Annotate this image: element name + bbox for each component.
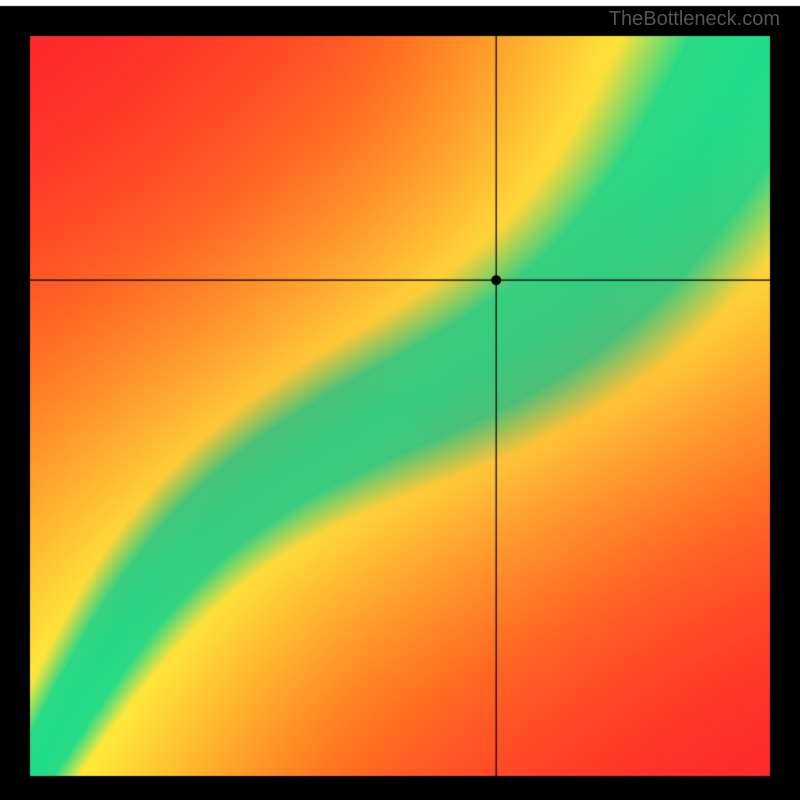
heatmap-canvas — [0, 0, 800, 800]
attribution-text: TheBottleneck.com — [609, 8, 780, 31]
chart-container: TheBottleneck.com — [0, 0, 800, 800]
